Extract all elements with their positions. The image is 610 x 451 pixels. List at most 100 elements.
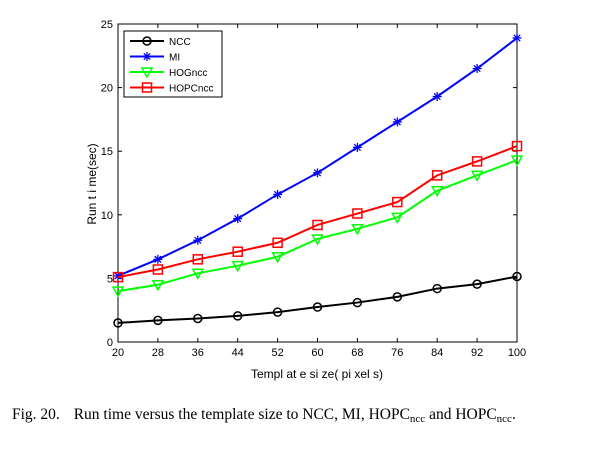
data-point-mi: [193, 235, 203, 245]
y-tick-label: 0: [107, 337, 113, 349]
caption-subscript-2: ncc: [496, 413, 512, 425]
x-tick-label: 28: [152, 347, 164, 359]
run-time-chart: 20 28 36 44 52 60 68 76 84 92 100 0 5 10 15 20 25 NCC MI H…: [85, 19, 526, 381]
series-mi: [113, 33, 522, 281]
y-tick-label: 15: [101, 146, 113, 158]
data-point-hogncc: [271, 252, 284, 264]
data-point-hopcncc: [192, 254, 204, 265]
legend-label: HOGncc: [169, 68, 207, 79]
data-point-ncc: [392, 292, 403, 302]
x-tick-label: 84: [431, 347, 443, 359]
data-point-ncc: [272, 307, 283, 317]
star-stroke: [234, 214, 242, 223]
data-point-ncc: [432, 283, 442, 294]
caption-text-3: .: [511, 406, 516, 423]
legend-label: NCC: [169, 37, 191, 48]
data-point-mi: [233, 214, 243, 224]
data-point-ncc: [472, 279, 482, 289]
data-point-hopcncc: [232, 246, 243, 257]
x-tick-label: 20: [112, 347, 124, 359]
data-point-mi: [472, 64, 482, 74]
legend-label: MI: [169, 53, 180, 64]
series-hogncc: [111, 155, 524, 298]
star-stroke: [114, 272, 122, 280]
data-point-hogncc: [510, 155, 524, 167]
data-point-ncc: [352, 297, 363, 308]
star-stroke: [313, 169, 322, 177]
star-stroke: [154, 255, 162, 263]
data-point-hopcncc: [352, 208, 363, 219]
series-line-ncc: [117, 275, 518, 324]
data-point-ncc: [153, 315, 163, 326]
data-point-ncc: [312, 302, 323, 312]
data-point-hogncc: [151, 280, 165, 292]
data-point-hopcncc: [112, 271, 124, 283]
x-tick-label: 52: [271, 347, 283, 359]
star-stroke: [393, 118, 401, 126]
data-point-ncc: [512, 271, 522, 282]
data-point-mi: [512, 33, 522, 43]
legend-item-ncc: NCC: [130, 36, 191, 48]
data-point-mi: [392, 117, 402, 127]
data-point-hopcncc: [392, 196, 403, 208]
x-tick-label: 60: [311, 347, 323, 359]
legend: NCC MI HOGncc HOPCncc: [123, 30, 223, 98]
data-point-hogncc: [430, 185, 444, 198]
series-hopcncc: [112, 140, 523, 283]
legend-marker: [142, 36, 152, 46]
y-tick-label: 5: [107, 273, 113, 285]
data-point-hogncc: [111, 286, 125, 298]
data-point-hopcncc: [272, 237, 283, 249]
series-ncc: [113, 271, 522, 328]
caption-text-1: Run time versus the template size to NCC…: [73, 406, 410, 423]
data-point-hopcncc: [511, 140, 523, 152]
x-axis-title: Templ at e si ze( pi xel s): [251, 367, 383, 381]
x-tick-label: 68: [351, 347, 363, 359]
data-point-hogncc: [191, 268, 205, 280]
x-tick-label: 76: [391, 347, 403, 359]
y-axis-title: Run t i me(sec): [85, 143, 99, 224]
x-tick-label: 44: [232, 347, 244, 359]
data-point-hopcncc: [471, 156, 483, 167]
legend-item-hogncc: HOGncc: [130, 67, 207, 79]
data-point-hogncc: [391, 212, 404, 224]
data-point-hogncc: [470, 170, 484, 182]
legend-marker: [142, 52, 152, 61]
data-point-mi: [273, 189, 283, 199]
y-tick-label: 10: [101, 210, 113, 222]
x-tick-label: 92: [471, 347, 483, 359]
data-point-mi: [432, 92, 442, 102]
data-point-mi: [313, 168, 322, 178]
legend-item-mi: MI: [130, 52, 180, 64]
series-line-hopcncc: [117, 145, 518, 279]
data-point-ncc: [193, 313, 203, 324]
y-tick-label: 25: [101, 19, 113, 31]
x-tick-label: 100: [508, 347, 526, 359]
legend-marker: [141, 82, 153, 93]
series-layer: [111, 33, 524, 328]
star-stroke: [353, 143, 362, 152]
star-stroke: [513, 34, 521, 42]
caption-subscript-1: ncc: [409, 413, 426, 425]
caption-text-2: and HOPC: [425, 406, 497, 423]
star-stroke: [273, 190, 282, 199]
star-stroke: [433, 92, 441, 101]
axes: 20 28 36 44 52 60 68 76 84 92 100 0 5 10 15 20 25: [101, 19, 526, 359]
data-point-hopcncc: [312, 219, 323, 231]
star-stroke: [473, 64, 481, 73]
data-point-hogncc: [231, 260, 244, 273]
data-point-hogncc: [351, 224, 364, 236]
data-point-ncc: [113, 318, 123, 328]
data-point-hopcncc: [431, 170, 443, 181]
data-point-hogncc: [311, 234, 324, 246]
data-point-mi: [153, 254, 163, 264]
legend-item-hopcncc: HOPCncc: [130, 82, 213, 95]
legend-marker: [140, 67, 154, 79]
series-line-hogncc: [117, 159, 518, 293]
legend-label: HOPCncc: [169, 84, 213, 95]
y-tick-label: 20: [101, 83, 113, 95]
data-point-ncc: [232, 311, 243, 321]
star-stroke: [143, 52, 151, 61]
figure-label: Fig. 20.: [12, 406, 60, 423]
data-point-hopcncc: [152, 264, 164, 275]
